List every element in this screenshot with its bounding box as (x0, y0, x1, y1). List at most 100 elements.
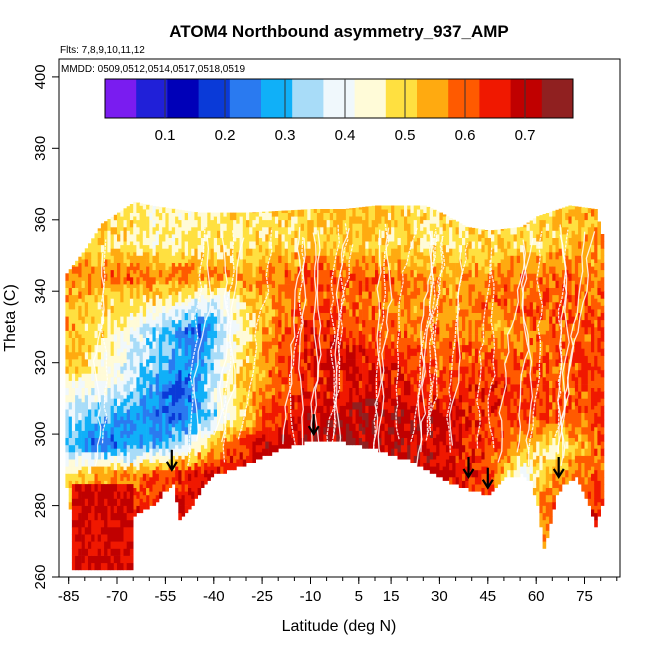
heatmap-cell (75, 437, 79, 446)
heatmap-cell (65, 459, 69, 467)
heatmap-cell (258, 330, 263, 338)
heatmap-cell (146, 351, 150, 360)
heatmap-cell (484, 266, 489, 274)
heatmap-cell (78, 341, 82, 349)
heatmap-cell (326, 291, 331, 299)
heatmap-cell (300, 373, 305, 381)
heatmap-cell (113, 226, 118, 235)
heatmap-cell (123, 355, 128, 363)
heatmap-cell (449, 319, 453, 328)
heatmap-cell (407, 316, 411, 324)
heatmap-cell (258, 294, 263, 303)
heatmap-cell (68, 351, 73, 360)
heatmap-cell (381, 230, 385, 238)
heatmap-cell (471, 419, 476, 428)
heatmap-cell (217, 212, 221, 217)
heatmap-cell (142, 416, 147, 424)
heatmap-cell (474, 334, 479, 342)
heatmap-cell (474, 484, 479, 492)
heatmap-cell (129, 234, 134, 242)
heatmap-cell (439, 291, 443, 299)
heatmap-cell (229, 405, 234, 413)
heatmap-cell (387, 255, 392, 263)
heatmap-cell (462, 301, 466, 310)
heatmap-cell (491, 269, 495, 278)
heatmap-cell (165, 341, 169, 349)
heatmap-cell (142, 301, 147, 310)
heatmap-cell (445, 387, 450, 396)
heatmap-cell (352, 316, 356, 324)
heatmap-cell (452, 405, 456, 413)
heatmap-cell (471, 398, 476, 406)
heatmap-cell (368, 305, 373, 313)
heatmap-cell (91, 402, 95, 410)
heatmap-cell (155, 206, 160, 210)
heatmap-cell (436, 212, 440, 221)
heatmap-cell (239, 301, 244, 310)
heatmap-cell (487, 237, 492, 246)
heatmap-cell (345, 294, 350, 303)
heatmap-cell (471, 298, 476, 306)
heatmap-cell (394, 326, 398, 335)
heatmap-cell (329, 384, 334, 392)
heatmap-cell (294, 244, 298, 253)
heatmap-cell (168, 237, 173, 246)
heatmap-cell (365, 441, 369, 449)
heatmap-cell (442, 251, 447, 260)
heatmap-cell (117, 362, 121, 371)
heatmap-cell (462, 251, 466, 260)
heatmap-cell (358, 337, 363, 346)
heatmap-cell (171, 269, 176, 278)
heatmap-cell (213, 316, 218, 324)
heatmap-cell (397, 452, 402, 460)
heatmap-cell (213, 259, 218, 267)
heatmap-cell (410, 212, 414, 221)
heatmap-cell (207, 294, 211, 303)
heatmap-cell (258, 244, 263, 253)
heatmap-cell (320, 369, 324, 378)
heatmap-cell (252, 234, 256, 242)
heatmap-cell (75, 351, 79, 360)
heatmap-cell (242, 309, 247, 317)
heatmap-cell (323, 434, 327, 442)
heatmap-cell (100, 466, 105, 474)
heatmap-cell (339, 412, 344, 421)
heatmap-cell (94, 409, 99, 417)
heatmap-cell (433, 223, 437, 231)
heatmap-cell (139, 326, 144, 335)
heatmap-cell (197, 373, 202, 381)
heatmap-cell (481, 459, 485, 467)
heatmap-cell (484, 337, 489, 346)
heatmap-cell (233, 427, 237, 435)
heatmap-cell (378, 216, 382, 224)
heatmap-cell (107, 444, 111, 453)
heatmap-cell (191, 298, 195, 306)
heatmap-cell (146, 301, 150, 310)
heatmap-cell (249, 355, 253, 363)
heatmap-cell (223, 387, 227, 396)
heatmap-cell (384, 301, 389, 310)
heatmap-cell (484, 330, 489, 338)
heatmap-cell (78, 376, 82, 385)
heatmap-cell (71, 337, 76, 346)
heatmap-cell (168, 330, 173, 338)
heatmap-cell (252, 255, 256, 263)
heatmap-cell (113, 305, 118, 313)
heatmap-cell (178, 305, 182, 313)
heatmap-cell (420, 230, 424, 238)
heatmap-cell (462, 316, 466, 324)
heatmap-cell (326, 384, 331, 392)
heatmap-cell (307, 348, 311, 356)
heatmap-cell (123, 398, 128, 406)
heatmap-cell (262, 212, 266, 221)
heatmap-cell (65, 437, 69, 446)
heatmap-cell (165, 441, 169, 449)
heatmap-cell (265, 398, 269, 406)
heatmap-cell (455, 276, 460, 285)
heatmap-cell (391, 427, 395, 435)
heatmap-cell (436, 376, 440, 385)
heatmap-cell (281, 355, 286, 363)
heatmap-cell (410, 319, 414, 328)
heatmap-cell (410, 276, 414, 285)
heatmap-cell (191, 312, 195, 321)
